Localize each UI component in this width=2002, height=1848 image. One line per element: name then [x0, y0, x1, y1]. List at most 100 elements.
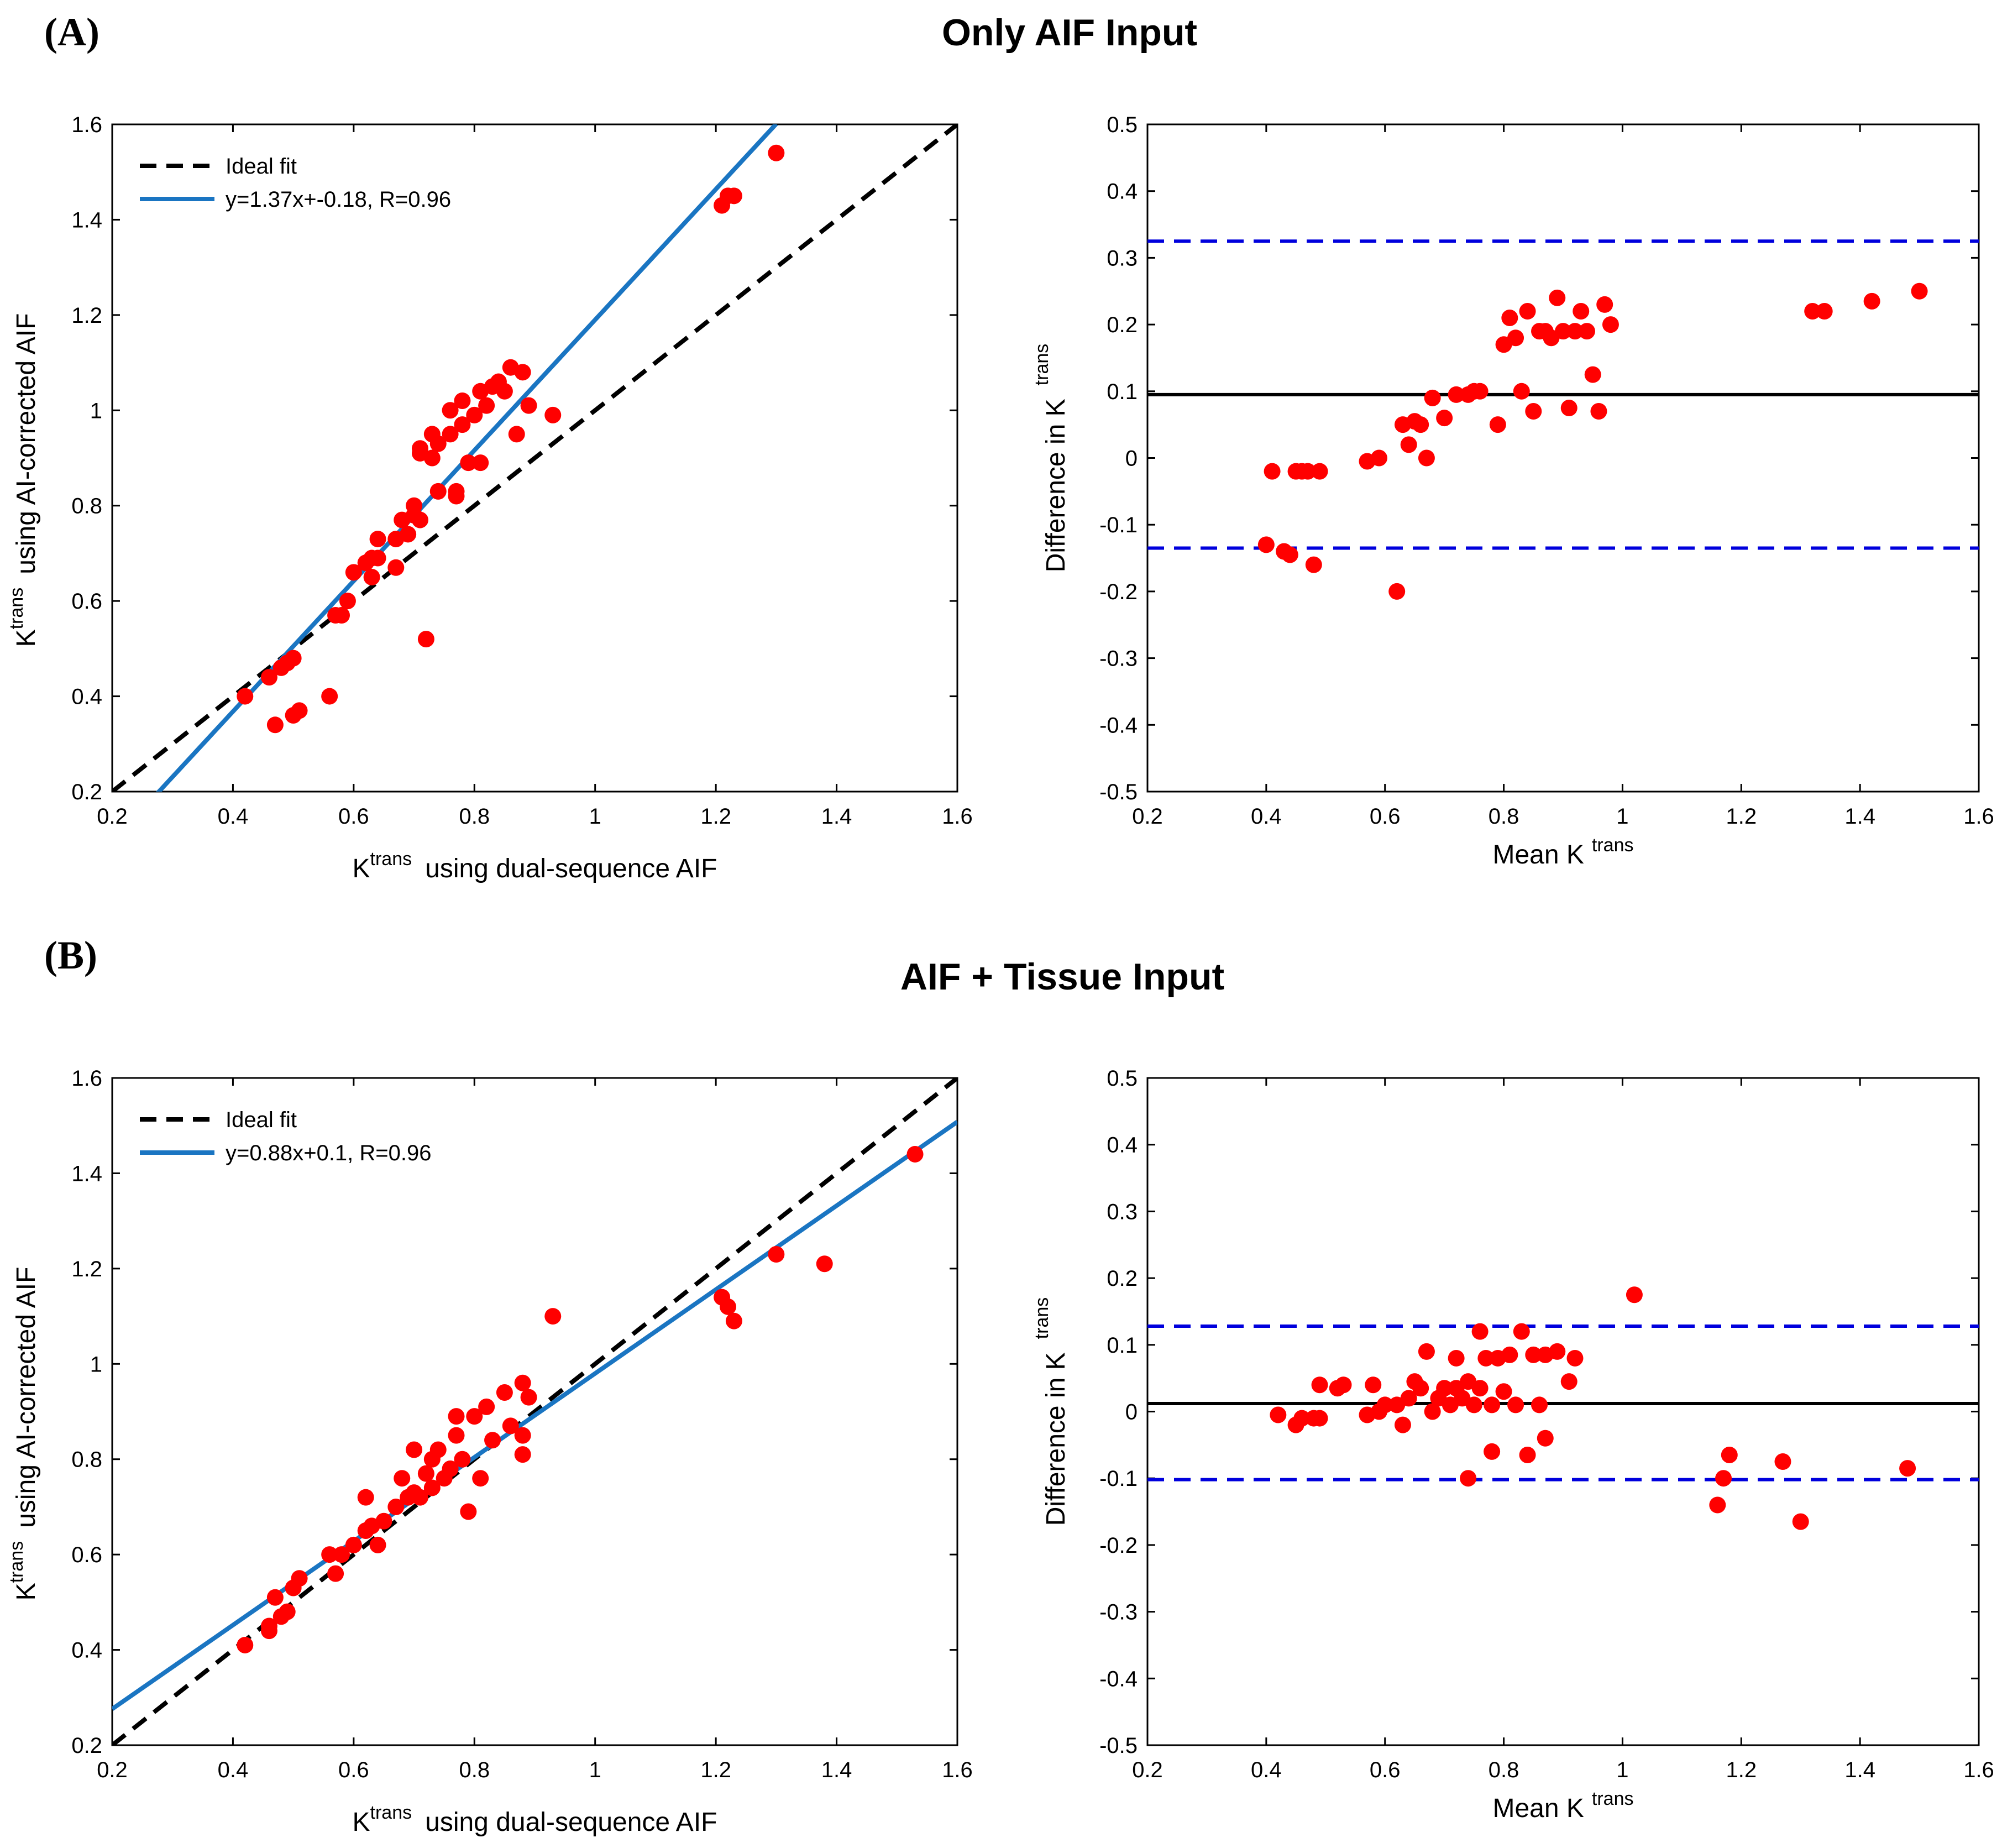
y-tick-label: -0.1 — [1099, 1467, 1138, 1491]
x-tick-label: 0.6 — [338, 1758, 369, 1782]
y-tick-label: -0.2 — [1099, 580, 1138, 604]
data-point — [1484, 1396, 1501, 1414]
y-tick-label: 0.3 — [1107, 1200, 1138, 1224]
y-tick-label: -0.4 — [1099, 1667, 1138, 1691]
data-point — [454, 1451, 471, 1468]
data-point — [1899, 1460, 1916, 1477]
data-point — [1299, 463, 1317, 480]
panel-label-b: (B) — [44, 933, 97, 977]
x-tick-label: 1.6 — [942, 804, 973, 829]
x-tick-label: 1.4 — [821, 804, 852, 829]
data-point — [1911, 282, 1928, 300]
data-point — [1400, 1390, 1417, 1407]
y-tick-label: 1.6 — [71, 1066, 102, 1091]
data-point — [1424, 389, 1441, 406]
axes-box — [1146, 123, 1980, 793]
x-tick-label: 1 — [589, 804, 601, 829]
data-point — [237, 688, 254, 705]
y-tick-label: -0.3 — [1099, 1600, 1138, 1625]
data-point — [719, 1298, 736, 1315]
x-tick-label: 1.6 — [942, 1758, 973, 1782]
data-point — [1566, 1349, 1584, 1367]
data-point — [375, 1512, 392, 1530]
y-tick-label: -0.3 — [1099, 647, 1138, 671]
data-point — [411, 1489, 428, 1506]
data-point — [1566, 323, 1584, 340]
x-tick-label: 0.8 — [1489, 804, 1519, 829]
data-point — [520, 397, 537, 414]
data-point — [369, 531, 386, 548]
y-tick-label: 0.5 — [1107, 1066, 1138, 1091]
y-tick-label: -0.2 — [1099, 1533, 1138, 1558]
data-point — [520, 1389, 537, 1406]
y-tick-label: -0.1 — [1099, 513, 1138, 537]
x-tick-label: 1.2 — [1726, 1758, 1757, 1782]
x-tick-label: 0.4 — [218, 1758, 249, 1782]
data-point — [1573, 302, 1590, 320]
data-point — [260, 669, 277, 686]
data-point — [1863, 292, 1880, 310]
y-tick-label: 0.2 — [1107, 313, 1138, 337]
data-point — [411, 511, 428, 528]
y-tick-label: 1.4 — [71, 1161, 102, 1186]
data-point — [544, 1308, 562, 1325]
data-point — [1412, 416, 1429, 433]
data-point — [1549, 1343, 1566, 1360]
data-point — [260, 1622, 277, 1640]
data-point — [1293, 1410, 1311, 1427]
x-tick-label: 0.2 — [1132, 1758, 1163, 1782]
x-tick-label: 1 — [589, 1758, 601, 1782]
data-point — [429, 435, 447, 452]
scatter-plot-a: 0.2 0.4 0.6 0.8 1 1.2 1.4 1.6 0.2 0.4 0.6 0.8 1 1.2 1.… — [6, 113, 973, 883]
x-axis-label: Ktrans using dual-sequence AIF — [353, 1802, 717, 1837]
data-point — [400, 526, 417, 543]
x-tick-label: 1.4 — [1844, 804, 1875, 829]
bland-altman-plot-a: 0.2 0.4 0.6 0.8 1 1.2 1.4 1.6 -0.5 -0.4 -0.3 -0.2 -0… — [1031, 113, 1994, 870]
data-point — [1792, 1513, 1809, 1530]
x-tick-label: 1.2 — [700, 1758, 731, 1782]
data-point — [333, 1546, 350, 1563]
x-tick-label: 0.8 — [459, 1758, 490, 1782]
plot-area — [112, 1078, 957, 1745]
data-point — [1495, 1383, 1512, 1400]
data-point — [1281, 546, 1298, 563]
data-point — [291, 1570, 308, 1587]
data-point — [454, 392, 471, 410]
data-point — [1489, 416, 1506, 433]
data-point — [266, 1589, 284, 1606]
y-tick-label: 0.2 — [71, 1734, 102, 1758]
data-point — [429, 1441, 447, 1458]
data-point — [466, 1408, 483, 1425]
data-point — [369, 1536, 386, 1553]
data-point — [394, 1470, 411, 1487]
ideal-fit-line — [112, 124, 957, 792]
data-point — [514, 1374, 531, 1391]
y-tick-label: -0.5 — [1099, 780, 1138, 804]
panel-label-a: (A) — [44, 10, 99, 54]
x-tick-label: 0.8 — [1489, 1758, 1519, 1782]
data-point — [1519, 1446, 1536, 1463]
data-point — [496, 1384, 513, 1401]
data-point — [1436, 1380, 1453, 1397]
data-point — [345, 564, 362, 581]
legend-ideal-label: Ideal fit — [226, 1108, 297, 1132]
y-tick-label: 0.4 — [71, 1638, 102, 1663]
y-tick-label: 0.1 — [1107, 1333, 1138, 1358]
data-point — [1560, 1373, 1578, 1390]
data-point — [237, 1636, 254, 1653]
data-point — [466, 406, 483, 423]
x-tick-label: 1.6 — [1963, 804, 1994, 829]
y-tick-label: 0.8 — [71, 1448, 102, 1472]
data-point — [387, 559, 405, 576]
data-point — [1394, 1416, 1411, 1433]
data-point — [417, 1465, 434, 1482]
axes-box — [111, 1077, 958, 1746]
data-point — [454, 416, 471, 433]
y-axis-label: Difference in Ktrans — [1031, 1297, 1071, 1526]
data-point — [1709, 1496, 1726, 1514]
data-point — [1525, 1346, 1542, 1363]
data-point — [333, 607, 350, 624]
y-axis-label: Difference in Ktrans — [1031, 344, 1071, 573]
